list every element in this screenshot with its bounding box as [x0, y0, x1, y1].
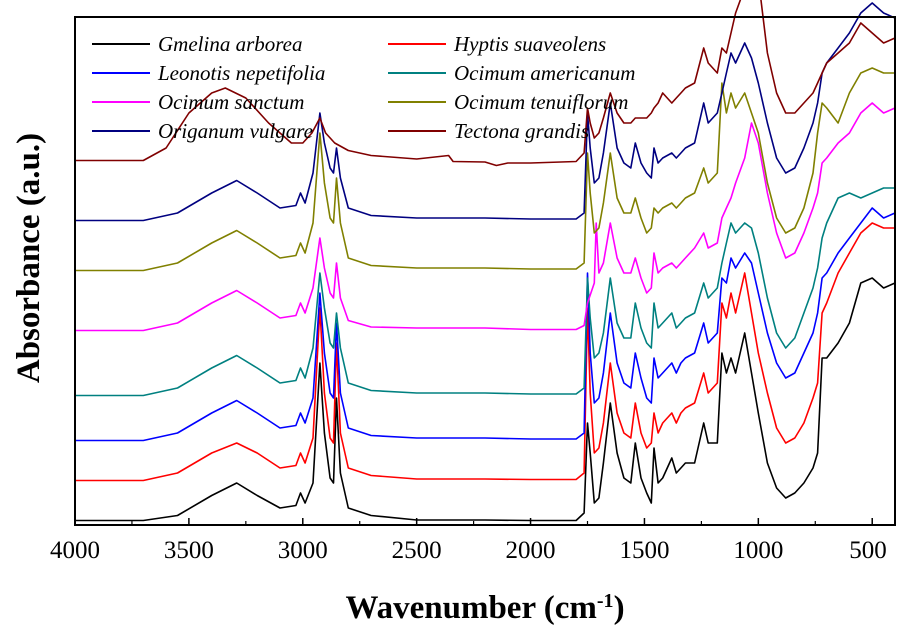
series-line-ocimum-tenuiflorum	[75, 67, 895, 272]
series-line-gmelina-arborea	[75, 277, 896, 522]
x-tick-label: 500	[849, 537, 887, 564]
series-line-tectona-grandis	[75, 0, 896, 167]
x-tick-label: 3000	[278, 537, 328, 564]
series-line-origanum-vulgare	[75, 2, 896, 222]
x-tick-label: 2500	[392, 537, 442, 564]
series-line-leonotis-nepetifolia	[75, 207, 896, 442]
series-layer	[75, 0, 896, 522]
legend-label: Ocimum americanum	[454, 61, 635, 85]
x-axis: 4000 3500 3000 2500 2000 1500 1000 500	[50, 518, 887, 564]
x-axis-title-end: )	[614, 590, 625, 626]
plot-frame	[74, 16, 896, 526]
series-line-ocimum-sanctum	[75, 102, 896, 332]
legend-label: Hyptis suaveolens	[453, 32, 606, 56]
legend-label: Ocimum tenuiflorum	[454, 90, 628, 114]
x-tick-label: 2000	[506, 537, 556, 564]
legend-label: Leonotis nepetifolia	[157, 61, 325, 85]
legend-label: Gmelina arborea	[158, 32, 302, 56]
legend-label: Ocimum sanctum	[158, 90, 304, 114]
x-tick-label: 1500	[619, 537, 669, 564]
x-axis-title-main: Wavenumber (cm	[345, 590, 596, 626]
x-tick-label: 3500	[164, 537, 214, 564]
series-line-ocimum-americanum	[75, 187, 895, 397]
x-axis-title-sup: -1	[597, 590, 614, 612]
x-axis-title: Wavenumber (cm-1)	[345, 590, 624, 626]
x-tick-label: 4000	[50, 537, 100, 564]
legend: Gmelina arborea Hyptis suaveolens Leonotis…	[92, 32, 635, 143]
y-axis-title: Absorbance (a.u.)	[11, 133, 47, 383]
x-tick-label: 1000	[733, 537, 783, 564]
legend-label: Origanum vulgare	[158, 119, 313, 143]
series-line-hyptis-suaveolens	[75, 222, 895, 482]
legend-label: Tectona grandis	[454, 119, 589, 143]
